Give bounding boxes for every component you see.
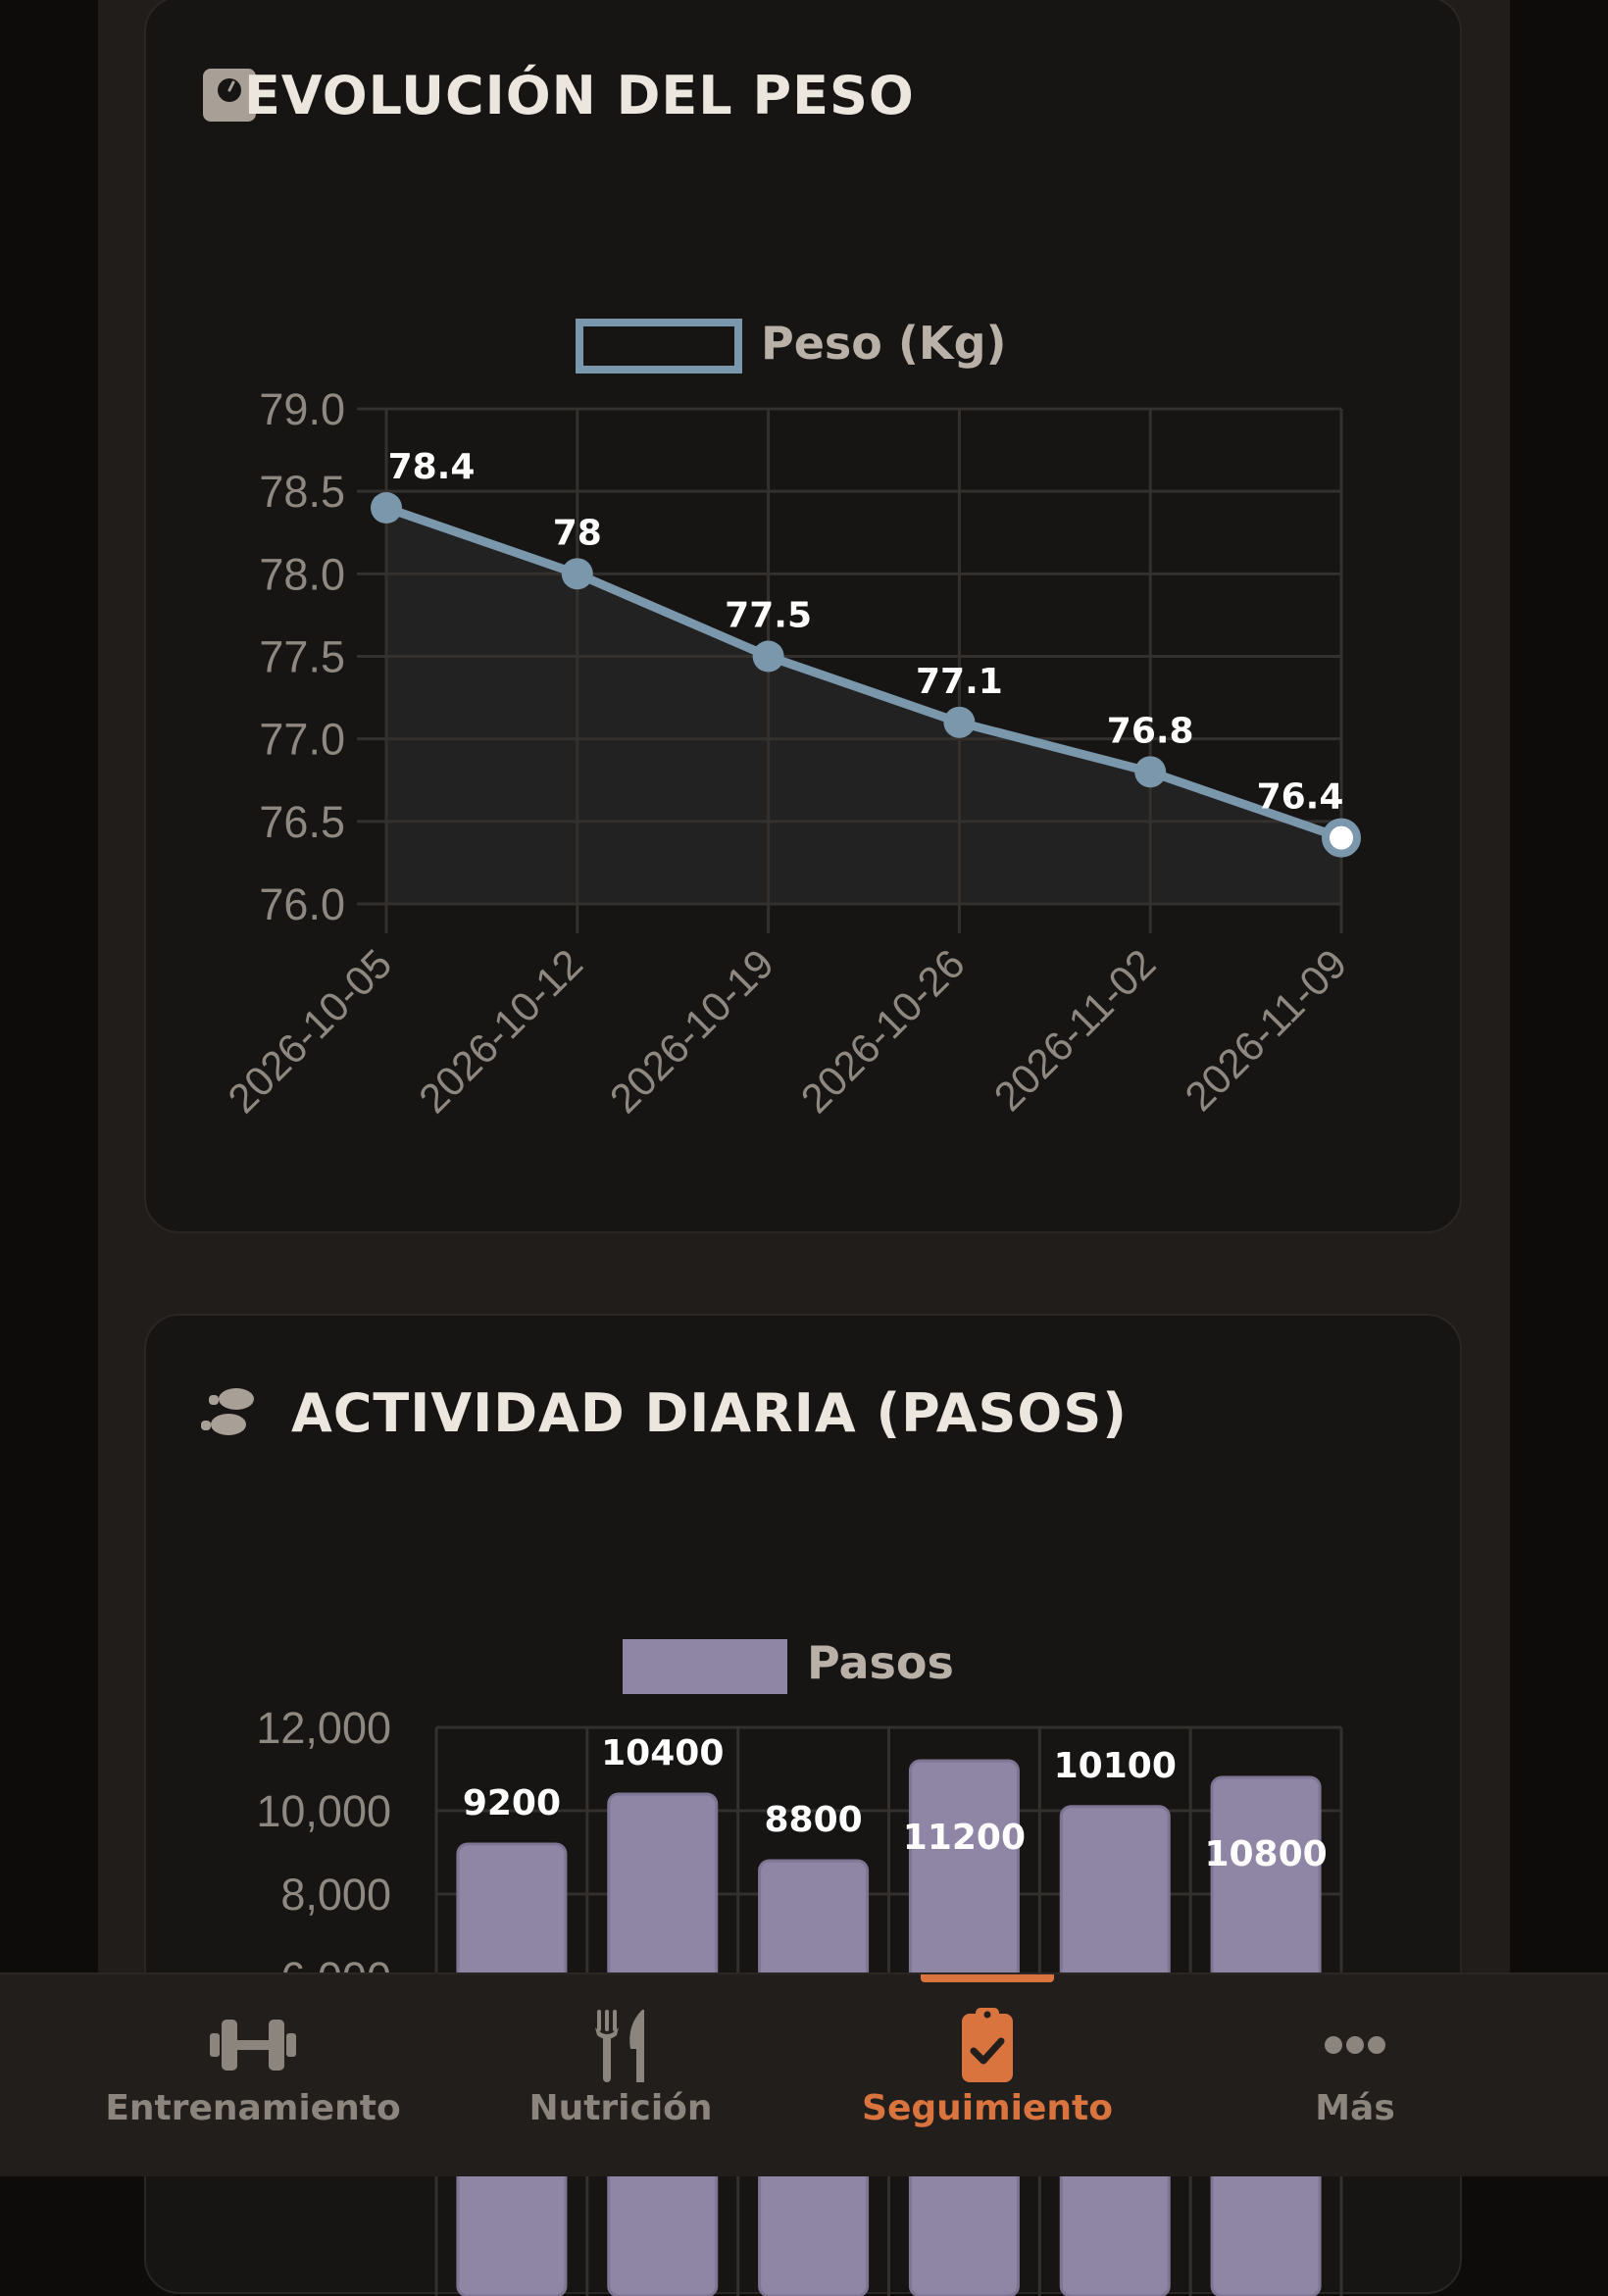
weight-scale-icon	[203, 69, 256, 122]
y-tick-label: 78.5	[259, 467, 345, 517]
steps-data-label: 9200	[463, 1783, 561, 1823]
shoe-prints-icon	[201, 1388, 254, 1435]
nav-item-seguimiento[interactable]: Seguimiento	[811, 1974, 1164, 2178]
y-tick-label: 77.0	[259, 715, 345, 765]
active-tab-indicator	[921, 1974, 1054, 1982]
steps-data-label: 11200	[903, 1818, 1026, 1858]
x-tick-label: 2026-11-02	[985, 940, 1165, 1120]
legend-swatch-peso	[576, 319, 742, 374]
legend-swatch-pasos	[623, 1639, 787, 1694]
weight-data-label: 77.5	[725, 596, 812, 636]
steps-data-label: 10100	[1054, 1746, 1177, 1786]
steps-data-label: 8800	[764, 1800, 862, 1840]
nav-label-entrenamiento: Entrenamiento	[105, 2088, 401, 2128]
nav-item-nutricion[interactable]: Nutrición	[444, 1974, 797, 2178]
y-tick-label: 78.0	[259, 549, 345, 599]
steps-data-label: 10800	[1204, 1834, 1327, 1874]
weight-data-label: 76.8	[1107, 711, 1194, 751]
weight-data-label: 76.4	[1257, 777, 1344, 818]
weight-data-point	[1322, 818, 1361, 858]
weight-data-label: 77.1	[916, 662, 1003, 702]
y-tick-label: 10,000	[256, 1786, 391, 1836]
weight-evolution-card: EVOLUCIÓN DEL PESO Peso (Kg) 79.0 78.5 78.0…	[144, 0, 1462, 1233]
steps-data-label: 10400	[601, 1733, 724, 1773]
nav-label-nutricion: Nutrición	[528, 2088, 713, 2128]
y-tick-label: 79.0	[259, 384, 345, 434]
weight-area-fill	[386, 508, 1341, 904]
weight-card-title: EVOLUCIÓN DEL PESO	[244, 65, 915, 126]
legend-label-pasos: Pasos	[807, 1636, 954, 1689]
legend-label-peso: Peso (Kg)	[761, 317, 1007, 370]
x-tick-label: 2026-10-26	[792, 940, 974, 1122]
weight-data-label: 78.4	[388, 447, 476, 487]
y-tick-label: 77.5	[259, 632, 345, 682]
weight-data-point	[752, 640, 784, 673]
nav-label-mas: Más	[1315, 2088, 1395, 2128]
weight-line-chart: Peso (Kg) 79.0 78.5 78.0 77.5 77.0 76.5 76.0 202…	[219, 317, 1361, 1122]
x-tick-label: 2026-10-19	[601, 940, 782, 1122]
tracking-screen: EVOLUCIÓN DEL PESO Peso (Kg) 79.0 78.5 78.0…	[98, 0, 1510, 2296]
nav-label-seguimiento: Seguimiento	[862, 2088, 1113, 2128]
clipboard-check-icon	[962, 2008, 1013, 2082]
weight-data-point	[561, 558, 593, 590]
steps-card-title: ACTIVIDAD DIARIA (PASOS)	[291, 1382, 1128, 1444]
more-dots-icon	[1325, 2036, 1385, 2054]
weight-data-point	[371, 492, 402, 524]
x-tick-label: 2026-11-09	[1176, 940, 1355, 1120]
dumbbell-icon	[210, 2020, 296, 2071]
weight-data-label: 78	[553, 513, 602, 553]
y-tick-label: 8,000	[280, 1870, 391, 1920]
x-tick-label: 2026-10-05	[219, 940, 400, 1122]
x-tick-label: 2026-10-12	[410, 940, 591, 1122]
y-tick-label: 76.5	[259, 797, 345, 847]
utensils-icon	[595, 2010, 644, 2082]
weight-series-line	[384, 503, 1343, 842]
weight-data-point	[1134, 756, 1167, 788]
y-tick-label: 12,000	[256, 1703, 391, 1753]
y-tick-label: 76.0	[259, 879, 345, 929]
weight-data-point	[943, 706, 976, 738]
nav-item-mas[interactable]: Más	[1179, 1974, 1532, 2178]
bottom-navigation: Entrenamiento Nutrición Seguimiento Más	[0, 1972, 1608, 2176]
nav-item-entrenamiento[interactable]: Entrenamiento	[76, 1974, 429, 2178]
